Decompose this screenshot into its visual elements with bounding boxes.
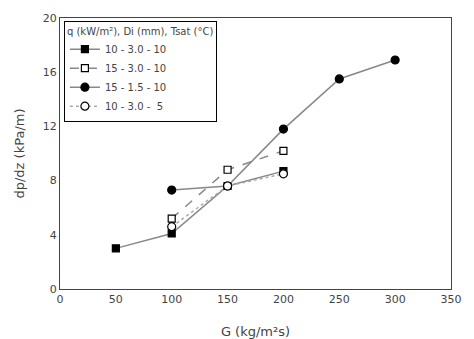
- svg-text:15 - 1.5 - 10: 15 - 1.5 - 10: [105, 82, 166, 93]
- svg-text:10 - 3.0 - 10: 10 - 3.0 - 10: [105, 44, 166, 55]
- svg-text:G (kg/m²s): G (kg/m²s): [221, 324, 290, 339]
- svg-text:100: 100: [161, 293, 182, 306]
- svg-text:10 - 3.0 - 5: 10 - 3.0 - 5: [105, 101, 163, 112]
- svg-text:dp/dz (kPa/m): dp/dz (kPa/m): [12, 108, 27, 198]
- svg-text:15 - 3.0 - 10: 15 - 3.0 - 10: [105, 63, 166, 74]
- svg-text:4: 4: [50, 229, 57, 242]
- svg-text:q (kW/m²), Di (mm), Tsat (°C): q (kW/m²), Di (mm), Tsat (°C): [67, 26, 214, 37]
- svg-text:0: 0: [57, 293, 64, 306]
- svg-text:50: 50: [109, 293, 123, 306]
- svg-text:300: 300: [385, 293, 406, 306]
- svg-text:250: 250: [329, 293, 350, 306]
- svg-text:12: 12: [43, 120, 57, 133]
- svg-text:200: 200: [273, 293, 294, 306]
- svg-text:150: 150: [217, 293, 238, 306]
- svg-text:20: 20: [43, 12, 57, 25]
- svg-text:0: 0: [50, 283, 57, 296]
- svg-text:8: 8: [50, 174, 57, 187]
- svg-text:16: 16: [43, 66, 57, 79]
- svg-text:350: 350: [441, 293, 462, 306]
